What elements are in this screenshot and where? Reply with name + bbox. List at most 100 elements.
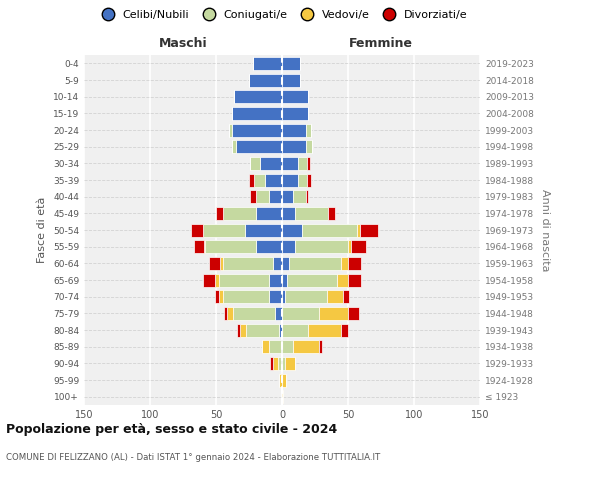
Bar — [273, 357, 278, 370]
Bar — [280, 374, 282, 386]
Bar — [249, 174, 254, 186]
Bar — [298, 174, 307, 186]
Bar — [348, 240, 350, 253]
Bar — [282, 257, 289, 270]
Bar — [233, 307, 275, 320]
Bar — [298, 157, 307, 170]
Bar — [328, 207, 335, 220]
Bar — [235, 90, 282, 103]
Bar — [282, 340, 293, 353]
Bar — [262, 340, 269, 353]
Bar — [281, 357, 282, 370]
Bar — [204, 240, 205, 253]
Bar — [282, 57, 301, 70]
Bar — [273, 257, 282, 270]
Bar — [249, 74, 282, 86]
Bar — [256, 190, 269, 203]
Bar — [282, 290, 284, 303]
Bar — [360, 224, 379, 236]
Bar — [337, 274, 348, 286]
Bar — [284, 357, 295, 370]
Bar — [256, 240, 282, 253]
Y-axis label: Anni di nascita: Anni di nascita — [539, 188, 550, 271]
Bar — [293, 190, 306, 203]
Bar — [236, 140, 282, 153]
Bar — [269, 274, 282, 286]
Bar — [295, 240, 348, 253]
Bar — [232, 124, 282, 136]
Bar — [223, 257, 273, 270]
Text: Femmine: Femmine — [349, 37, 413, 50]
Bar — [282, 140, 306, 153]
Bar — [227, 307, 233, 320]
Bar — [350, 240, 367, 253]
Bar — [256, 207, 282, 220]
Bar — [343, 290, 349, 303]
Bar — [260, 157, 282, 170]
Bar — [250, 157, 260, 170]
Bar — [282, 240, 295, 253]
Bar — [341, 324, 348, 336]
Bar — [287, 274, 337, 286]
Bar — [282, 124, 306, 136]
Bar — [348, 257, 361, 270]
Bar — [269, 190, 282, 203]
Bar — [223, 290, 269, 303]
Bar — [282, 157, 298, 170]
Bar — [282, 107, 308, 120]
Bar — [282, 374, 286, 386]
Bar — [282, 224, 302, 236]
Bar — [284, 290, 327, 303]
Bar — [229, 124, 232, 136]
Bar — [302, 224, 357, 236]
Text: Maschi: Maschi — [158, 37, 208, 50]
Bar — [232, 107, 282, 120]
Bar — [319, 307, 348, 320]
Bar — [205, 240, 256, 253]
Bar — [203, 274, 215, 286]
Bar — [282, 74, 301, 86]
Bar — [282, 390, 283, 403]
Bar — [194, 240, 204, 253]
Bar — [282, 207, 295, 220]
Bar — [327, 290, 343, 303]
Bar — [247, 324, 280, 336]
Bar — [306, 124, 311, 136]
Bar — [289, 257, 341, 270]
Bar — [250, 190, 256, 203]
Bar — [348, 274, 361, 286]
Bar — [209, 257, 220, 270]
Bar — [220, 257, 223, 270]
Bar — [308, 324, 341, 336]
Bar — [269, 290, 282, 303]
Bar — [232, 140, 236, 153]
Bar — [203, 224, 245, 236]
Legend: Celibi/Nubili, Coniugati/e, Vedovi/e, Divorziati/e: Celibi/Nubili, Coniugati/e, Vedovi/e, Di… — [92, 6, 472, 25]
Bar — [278, 357, 281, 370]
Bar — [253, 57, 282, 70]
Bar — [282, 307, 319, 320]
Bar — [295, 207, 328, 220]
Bar — [215, 274, 218, 286]
Bar — [348, 307, 359, 320]
Bar — [282, 190, 293, 203]
Bar — [341, 257, 348, 270]
Bar — [307, 174, 311, 186]
Bar — [357, 224, 360, 236]
Y-axis label: Fasce di età: Fasce di età — [37, 197, 47, 263]
Bar — [240, 324, 247, 336]
Bar — [306, 140, 313, 153]
Bar — [280, 324, 282, 336]
Text: Popolazione per età, sesso e stato civile - 2024: Popolazione per età, sesso e stato civil… — [6, 422, 337, 436]
Text: COMUNE DI FELIZZANO (AL) - Dati ISTAT 1° gennaio 2024 - Elaborazione TUTTITALIA.: COMUNE DI FELIZZANO (AL) - Dati ISTAT 1°… — [6, 452, 380, 462]
Bar — [293, 340, 319, 353]
Bar — [282, 324, 308, 336]
Bar — [215, 290, 218, 303]
Bar — [269, 340, 281, 353]
Bar — [218, 290, 223, 303]
Bar — [282, 174, 298, 186]
Bar — [306, 190, 308, 203]
Bar — [254, 174, 265, 186]
Bar — [282, 274, 287, 286]
Bar — [237, 324, 240, 336]
